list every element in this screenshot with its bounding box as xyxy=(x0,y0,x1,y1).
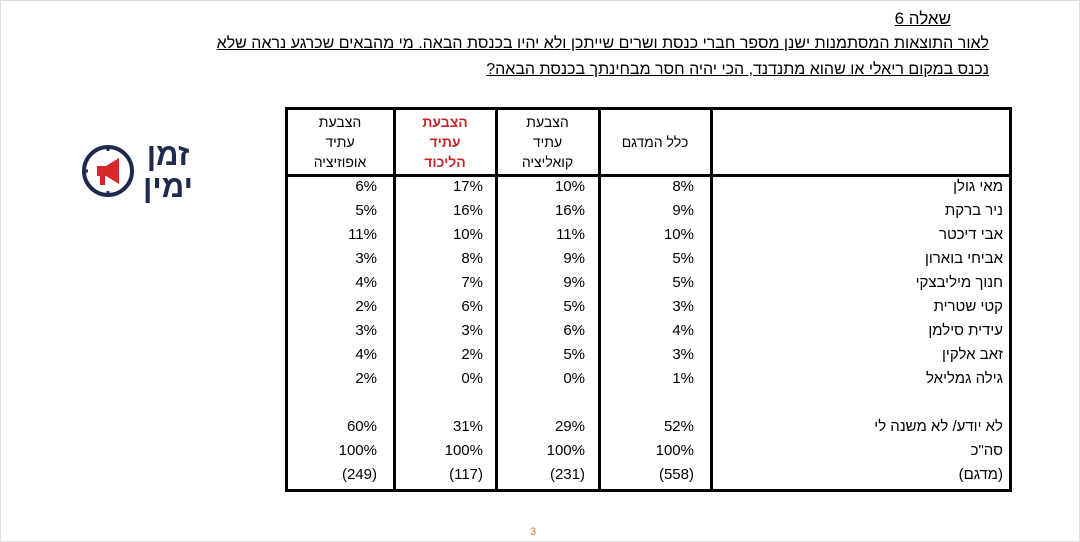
question-line: לאור התוצאות המסתמנות ישנן מספר חברי כנס… xyxy=(216,35,989,52)
cell-value: 10% xyxy=(452,226,483,243)
cell-value: 5% xyxy=(672,274,694,291)
page-number: 3 xyxy=(530,526,537,538)
cell-value: 16% xyxy=(554,202,585,219)
column-header: אופוזיציה xyxy=(313,154,367,170)
cell-value: 5% xyxy=(672,250,694,267)
row-label: חנוך מיליבצקי xyxy=(915,274,1003,291)
row-label: לא יודע/ לא משנה לי xyxy=(874,418,1003,435)
cell-value: (117) xyxy=(449,466,483,483)
column-header: עתיד xyxy=(429,134,461,150)
logo-text: זמן xyxy=(146,137,190,172)
row-label: מאי גולן xyxy=(953,178,1003,195)
logo-text: ימין xyxy=(143,169,193,204)
cell-value: 3% xyxy=(355,322,377,339)
column-header: הצבעת xyxy=(318,114,362,130)
cell-value: 16% xyxy=(452,202,483,219)
cell-value: 2% xyxy=(355,298,377,315)
cell-value: 10% xyxy=(554,178,585,195)
cell-value: 0% xyxy=(563,370,585,387)
cell-value: 9% xyxy=(672,202,694,219)
cell-value: 100% xyxy=(338,442,377,459)
cell-value: 9% xyxy=(563,274,585,291)
cell-value: 6% xyxy=(355,178,377,195)
row-label: גילה גמליאל xyxy=(926,370,1003,387)
cell-value: 60% xyxy=(346,418,377,435)
results-table xyxy=(285,107,1012,492)
cell-value: 100% xyxy=(655,442,694,459)
cell-value: 3% xyxy=(461,322,483,339)
cell-value: 52% xyxy=(663,418,694,435)
cell-value: 4% xyxy=(355,346,377,363)
cell-value: 7% xyxy=(461,274,483,291)
cell-value: 4% xyxy=(672,322,694,339)
cell-value: 8% xyxy=(672,178,694,195)
column-header: הליכוד xyxy=(424,154,466,170)
row-label: ניר ברקת xyxy=(944,202,1003,219)
column-divider xyxy=(598,107,601,492)
cell-value: 2% xyxy=(355,370,377,387)
cell-value: 8% xyxy=(461,250,483,267)
question-line: נכנס במקום ריאלי או שהוא מתנדנד, הכי יהי… xyxy=(486,61,989,78)
cell-value: 9% xyxy=(563,250,585,267)
logo-icon xyxy=(82,145,134,197)
column-header: כלל המדגם xyxy=(621,134,689,150)
cell-value: (558) xyxy=(658,466,694,483)
cell-value: 3% xyxy=(672,346,694,363)
row-label: אבי דיכטר xyxy=(938,226,1003,243)
cell-value: 11% xyxy=(556,226,585,243)
row-label: (מדגם) xyxy=(958,466,1003,483)
cell-value: 5% xyxy=(563,346,585,363)
cell-value: 1% xyxy=(672,370,694,387)
column-header: הצבעת xyxy=(422,114,468,130)
row-label: קטי שטרית xyxy=(933,298,1003,315)
cell-value: 11% xyxy=(348,226,377,243)
cell-value: 0% xyxy=(461,370,483,387)
cell-value: 3% xyxy=(355,250,377,267)
row-label: סה"כ xyxy=(970,442,1003,459)
row-label: עידית סילמן xyxy=(928,322,1003,339)
cell-value: 17% xyxy=(452,178,483,195)
column-header: קואליציה xyxy=(521,154,574,170)
column-header: עתיד xyxy=(325,134,355,150)
row-label: אביחי בוארון xyxy=(924,250,1003,267)
cell-value: (231) xyxy=(549,466,585,483)
cell-value: (249) xyxy=(341,466,377,483)
column-divider xyxy=(710,107,713,492)
cell-value: 31% xyxy=(452,418,483,435)
cell-value: 5% xyxy=(355,202,377,219)
cell-value: 5% xyxy=(563,298,585,315)
cell-value: 100% xyxy=(444,442,483,459)
cell-value: 2% xyxy=(461,346,483,363)
column-header: הצבעת xyxy=(526,114,569,130)
cell-value: 100% xyxy=(546,442,585,459)
row-label: זאב אלקין xyxy=(942,346,1003,363)
cell-value: 29% xyxy=(554,418,585,435)
cell-value: 6% xyxy=(563,322,585,339)
column-header: עתיד xyxy=(532,134,563,150)
header-divider xyxy=(285,174,1012,177)
cell-value: 4% xyxy=(355,274,377,291)
cell-value: 6% xyxy=(461,298,483,315)
cell-value: 10% xyxy=(663,226,694,243)
cell-value: 3% xyxy=(672,298,694,315)
column-divider xyxy=(495,107,498,492)
question-title: שאלה 6 xyxy=(894,9,951,28)
column-divider xyxy=(393,107,396,492)
